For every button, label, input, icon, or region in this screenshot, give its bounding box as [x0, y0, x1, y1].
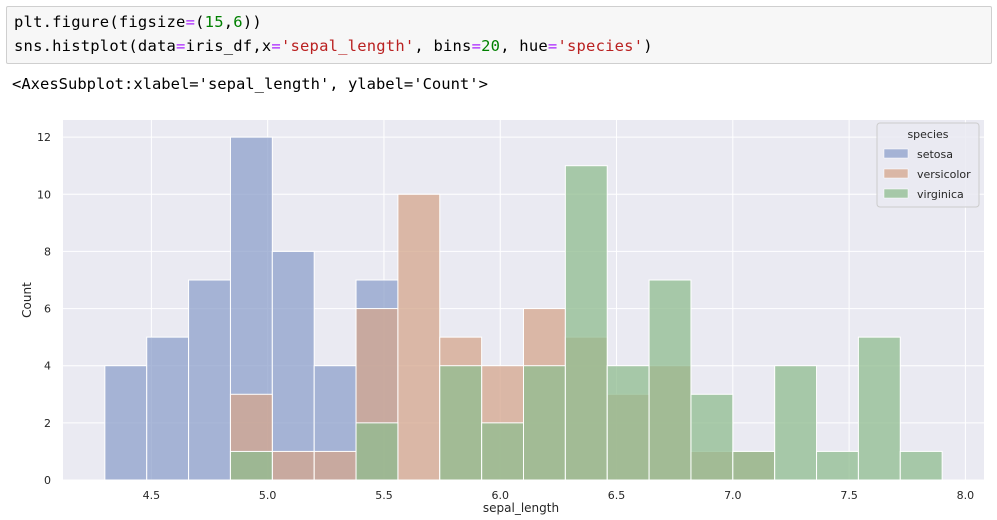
y-tick-label: 2 [44, 417, 51, 430]
y-tick-label: 8 [44, 245, 51, 258]
legend-swatch [883, 148, 909, 159]
code-cell[interactable]: plt.figure(figsize=(15,6)) sns.histplot(… [6, 6, 992, 64]
histogram-bar-setosa [104, 365, 148, 481]
x-tick-label: 6.0 [491, 489, 509, 502]
histogram-bar-virginica [816, 450, 859, 481]
histogram-bar-virginica [648, 279, 692, 481]
x-tick-labels: 4.5 5.0 5.5 6.0 6.5 7.0 7.5 8.0 [143, 489, 975, 502]
histogram-bar-virginica [481, 422, 524, 481]
legend-swatch [883, 168, 909, 179]
legend-label: versicolor [917, 168, 971, 181]
histogram-bar-virginica [690, 393, 734, 481]
legend-title: species [907, 128, 948, 141]
histogram-bar-setosa [146, 336, 190, 481]
histogram-chart: 4.5 5.0 5.5 6.0 6.5 7.0 7.5 8.0 0 2 4 6 8 10 12 sepal… [20, 120, 984, 515]
y-tick-label: 4 [44, 360, 51, 373]
code-line-2: sns.histplot(data=iris_df,x='sepal_lengt… [14, 37, 653, 55]
y-tick-label: 10 [37, 188, 51, 201]
legend: species setosa versicolor virginica [876, 122, 980, 208]
histogram-bar-virginica [523, 365, 566, 481]
histogram-bar-virginica [355, 422, 399, 481]
cell-output-text: <AxesSubplot:xlabel='sepal_length', ylab… [12, 75, 488, 93]
x-tick-label: 5.0 [259, 489, 277, 502]
histogram-bar-virginica [899, 450, 943, 481]
x-tick-label: 7.0 [724, 489, 742, 502]
y-tick-labels: 0 2 4 6 8 10 12 [37, 131, 51, 487]
y-axis-label: Count [20, 282, 34, 318]
histogram-bar-virginica [439, 365, 483, 481]
legend-label: virginica [917, 188, 964, 201]
histogram-bar-versicolor [397, 193, 441, 481]
histogram-bar-virginica [732, 450, 776, 481]
legend-label: setosa [917, 148, 953, 161]
x-tick-label: 7.5 [840, 489, 858, 502]
histogram-bar-versicolor [271, 450, 315, 481]
histogram-bar-virginica [229, 450, 273, 481]
legend-frame [876, 122, 980, 208]
y-tick-label: 0 [44, 474, 51, 487]
x-tick-label: 4.5 [143, 489, 161, 502]
y-tick-label: 12 [37, 131, 51, 144]
code-line-1: plt.figure(figsize=(15,6)) [14, 13, 262, 31]
histogram-bar-setosa [188, 279, 231, 481]
legend-swatch [883, 188, 909, 199]
x-tick-label: 6.5 [608, 489, 626, 502]
y-tick-label: 6 [44, 303, 51, 316]
x-axis-label: sepal_length [483, 501, 559, 515]
x-tick-label: 8.0 [957, 489, 975, 502]
histogram-bar-virginica [564, 165, 608, 481]
histogram-bar-virginica [774, 365, 818, 481]
histogram-bar-virginica [857, 336, 901, 481]
x-tick-label: 5.5 [375, 489, 393, 502]
histogram-bar-virginica [606, 365, 650, 481]
histogram-bar-versicolor [313, 450, 357, 481]
histogram-bars [104, 136, 943, 481]
histogram-bar-setosa [271, 250, 315, 481]
